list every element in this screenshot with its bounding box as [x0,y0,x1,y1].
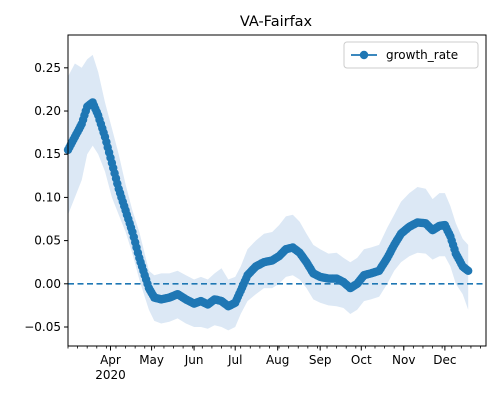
legend: growth_rate [343,41,479,69]
confidence-band [68,54,469,331]
y-tick-label: 0.05 [34,234,61,248]
y-tick-label: 0.25 [34,61,61,75]
x-tick-label: Oct [351,353,372,367]
x-tick-label: Sep [309,353,332,367]
legend-box [343,41,479,69]
y-tick-label: 0.15 [34,147,61,161]
plot-frame [67,34,487,347]
confidence-band-layer [68,54,469,331]
y-axis-ticks: −0.05 0.00 0.05 0.10 0.15 0.20 0.25 [24,61,68,334]
y-tick-label: 0.00 [34,277,61,291]
x-tick-label: Aug [266,353,289,367]
x-tick-label: Jun [184,353,204,367]
legend-label: growth_rate [386,48,458,62]
x-tick-label: Jul [227,353,242,367]
x-tick-label: May [139,353,164,367]
chart-title: VA-Fairfax [240,14,313,30]
data-point [464,266,473,275]
x-tick-label: Apr [100,353,121,367]
y-tick-label: 0.20 [34,104,61,118]
legend-marker-swatch [359,50,369,60]
series-point-layer [63,98,473,311]
x-tick-label: Nov [392,353,415,367]
x-tick-label: Dec [433,353,456,367]
y-tick-label: 0.10 [34,190,61,204]
y-tick-label: −0.05 [24,320,61,334]
x-tick-year-label: 2020 [95,368,126,382]
